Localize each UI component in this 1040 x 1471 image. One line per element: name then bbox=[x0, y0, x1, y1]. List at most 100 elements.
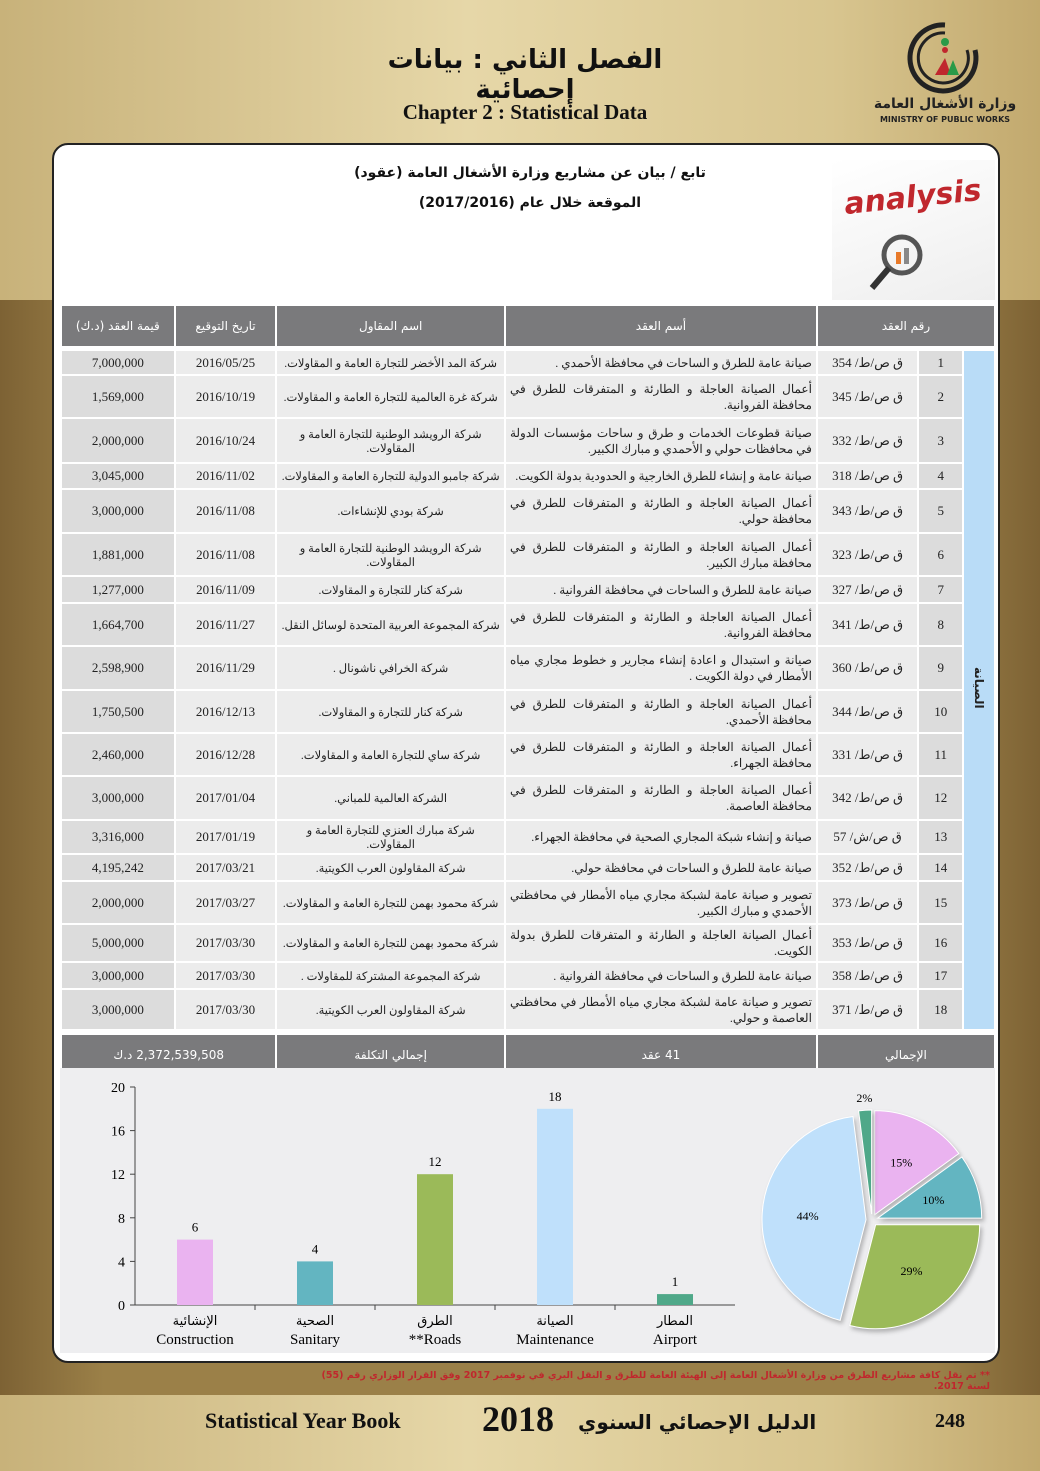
x-label-ar: الصحية bbox=[296, 1314, 334, 1329]
analysis-image: analysis bbox=[832, 160, 995, 300]
logo-text-ar: وزارة الأشغال العامة bbox=[873, 96, 1017, 112]
bar-data-label: 4 bbox=[312, 1241, 319, 1256]
contract-value: 7,000,000 bbox=[62, 351, 174, 374]
logo-text-en: MINISTRY OF PUBLIC WORKS bbox=[879, 115, 1011, 124]
sign-date: 2016/10/24 bbox=[175, 419, 276, 462]
contract-name: صيانة و إنشاء شبكة المجاري الصحية في محا… bbox=[505, 821, 816, 853]
sign-date: 2017/03/30 bbox=[175, 963, 276, 988]
row-index: 5 bbox=[919, 490, 963, 532]
category-label: الصيانة bbox=[964, 351, 994, 1029]
sign-date: 2016/11/09 bbox=[175, 577, 276, 602]
contractor-name: شركة الرويشد الوطنية للتجارة العامة و ال… bbox=[277, 534, 504, 575]
y-tick-label: 0 bbox=[118, 1299, 125, 1314]
col-contract-no: رقم العقد bbox=[817, 306, 994, 346]
contract-value: 3,000,000 bbox=[62, 777, 174, 819]
contractor-name: شركة المقاولون العرب الكويتية. bbox=[277, 855, 504, 880]
contract-name: صيانة عامة و إنشاء للطرق الخارجية و الحد… bbox=[505, 464, 816, 488]
contract-name: أعمال الصيانة العاجلة و الطارئة و المتفر… bbox=[505, 777, 816, 819]
sign-date: 2016/12/28 bbox=[175, 734, 276, 775]
contract-number: ق ص/ط/ 331 bbox=[817, 734, 918, 775]
pie-slice-label: 44% bbox=[797, 1209, 819, 1223]
contract-number: ق ص/ش/ 57 bbox=[817, 821, 918, 853]
x-label-ar: الطرق bbox=[417, 1314, 453, 1329]
pie-slice-label: 2% bbox=[856, 1091, 872, 1105]
contract-value: 1,750,500 bbox=[62, 691, 174, 732]
pie-slice-label: 10% bbox=[922, 1193, 944, 1207]
contract-value: 2,000,000 bbox=[62, 419, 174, 462]
bar bbox=[177, 1239, 213, 1305]
contract-value: 1,569,000 bbox=[62, 376, 174, 417]
contract-number: ق ص/ط/ 371 bbox=[817, 990, 918, 1029]
contract-name: أعمال الصيانة العاجلة و الطارئة و المتفر… bbox=[505, 734, 816, 775]
bar-data-label: 12 bbox=[429, 1154, 442, 1169]
contract-number: ق ص/ط/ 332 bbox=[817, 419, 918, 462]
contract-number: ق ص/ط/ 358 bbox=[817, 963, 918, 988]
x-label-en: Maintenance bbox=[516, 1332, 594, 1348]
bar-data-label: 1 bbox=[672, 1274, 679, 1289]
contract-number: ق ص/ط/ 345 bbox=[817, 376, 918, 417]
contract-name: أعمال الصيانة العاجلة و الطارئة و المتفر… bbox=[505, 691, 816, 732]
table-row: 18 ق ص/ط/ 371 تصوير و صيانة عامة لشبكة مجا… bbox=[62, 990, 994, 1029]
contract-value: 3,000,000 bbox=[62, 990, 174, 1029]
page-number: 248 bbox=[935, 1410, 965, 1432]
contract-number: ق ص/ط/ 318 bbox=[817, 464, 918, 488]
x-label-en: Airport bbox=[653, 1332, 698, 1348]
pie-chart: 15% 10% 29% 44% 2% bbox=[761, 1091, 983, 1330]
contract-value: 1,277,000 bbox=[62, 577, 174, 602]
y-tick-label: 8 bbox=[118, 1212, 125, 1227]
charts-panel: 0 4 8 12 16 20 6 الإنشائية Construction 4 الصحية Sa… bbox=[60, 1068, 995, 1353]
bar bbox=[297, 1261, 333, 1305]
contract-name: تصوير و صيانة عامة لشبكة مجاري مياه الأم… bbox=[505, 990, 816, 1029]
category-label-text: الصيانة bbox=[972, 667, 987, 709]
sign-date: 2017/03/30 bbox=[175, 925, 276, 961]
contractor-name: شركة بودي للإنشاءات. bbox=[277, 490, 504, 532]
sign-date: 2016/11/08 bbox=[175, 490, 276, 532]
contract-number: ق ص/ط/ 352 bbox=[817, 855, 918, 880]
sign-date: 2017/01/19 bbox=[175, 821, 276, 853]
chapter-title-ar: الفصل الثاني : بيانات إحصائية bbox=[387, 45, 663, 105]
contract-name: صيانة عامة للطرق و الساحات في محافظة الأ… bbox=[505, 351, 816, 374]
table-row: 16 ق ص/ط/ 353 أعمال الصيانة العاجلة و الطا… bbox=[62, 925, 994, 961]
sign-date: 2017/03/27 bbox=[175, 882, 276, 923]
contractor-name: الشركة العالمية للمباني. bbox=[277, 777, 504, 819]
x-label-ar: الصيانة bbox=[536, 1314, 573, 1329]
pie-slice bbox=[849, 1224, 981, 1330]
contract-value: 3,316,000 bbox=[62, 821, 174, 853]
row-index: 6 bbox=[919, 534, 963, 575]
contractor-name: شركة الخرافي ناشونال . bbox=[277, 647, 504, 689]
bar-data-label: 6 bbox=[192, 1220, 199, 1235]
pie-slice-label: 29% bbox=[901, 1264, 923, 1278]
sign-date: 2016/11/08 bbox=[175, 534, 276, 575]
contract-number: ق ص/ط/ 342 bbox=[817, 777, 918, 819]
table-subtitle: الموقعة خلال عام (2017/2016) bbox=[418, 195, 642, 211]
contract-name: أعمال الصيانة العاجلة و الطارئة و المتفر… bbox=[505, 604, 816, 645]
col-sign-date: تاريخ التوقيع bbox=[175, 306, 276, 346]
contractor-name: شركة كنار للتجارة و المقاولات. bbox=[277, 691, 504, 732]
footer-year: 2018 bbox=[482, 1399, 554, 1439]
table-row: الصيانة 1 ق ص/ط/ 354 صيانة عامة للطرق و الس… bbox=[62, 351, 994, 1029]
row-index: 17 bbox=[919, 963, 963, 988]
footer-title-ar: الدليل الإحصائي السنوي bbox=[578, 1410, 817, 1434]
chapter-title-en: Chapter 2 : Statistical Data bbox=[402, 100, 648, 124]
sign-date: 2016/11/29 bbox=[175, 647, 276, 689]
contract-value: 2,000,000 bbox=[62, 882, 174, 923]
x-label-en: Sanitary bbox=[290, 1332, 340, 1348]
contract-name: صيانة عامة للطرق و الساحات في محافظة حول… bbox=[505, 855, 816, 880]
contract-name: صيانة عامة للطرق و الساحات في محافظة الف… bbox=[505, 577, 816, 602]
pie-slice bbox=[876, 1156, 983, 1219]
contract-name: أعمال الصيانة العاجلة و الطارئة و المتفر… bbox=[505, 534, 816, 575]
contract-value: 1,664,700 bbox=[62, 604, 174, 645]
contract-name: أعمال الصيانة العاجلة و الطارئة و المتفر… bbox=[505, 376, 816, 417]
x-label-en: Construction bbox=[156, 1332, 234, 1348]
contractor-name: شركة المد الأخضر للتجارة العامة و المقاو… bbox=[277, 351, 504, 374]
pie-slice bbox=[858, 1109, 873, 1215]
table-row: 11 ق ص/ط/ 331 أعمال الصيانة العاجلة و الطا… bbox=[62, 734, 994, 775]
contract-number: ق ص/ط/ 354 bbox=[817, 351, 918, 374]
col-value: قيمة العقد (د.ك) bbox=[62, 306, 174, 346]
y-tick-label: 20 bbox=[111, 1081, 125, 1096]
contractor-name: شركة مبارك العنزي للتجارة العامة و المقا… bbox=[277, 821, 504, 853]
footer-title-en: Statistical Year Book bbox=[205, 1408, 401, 1433]
